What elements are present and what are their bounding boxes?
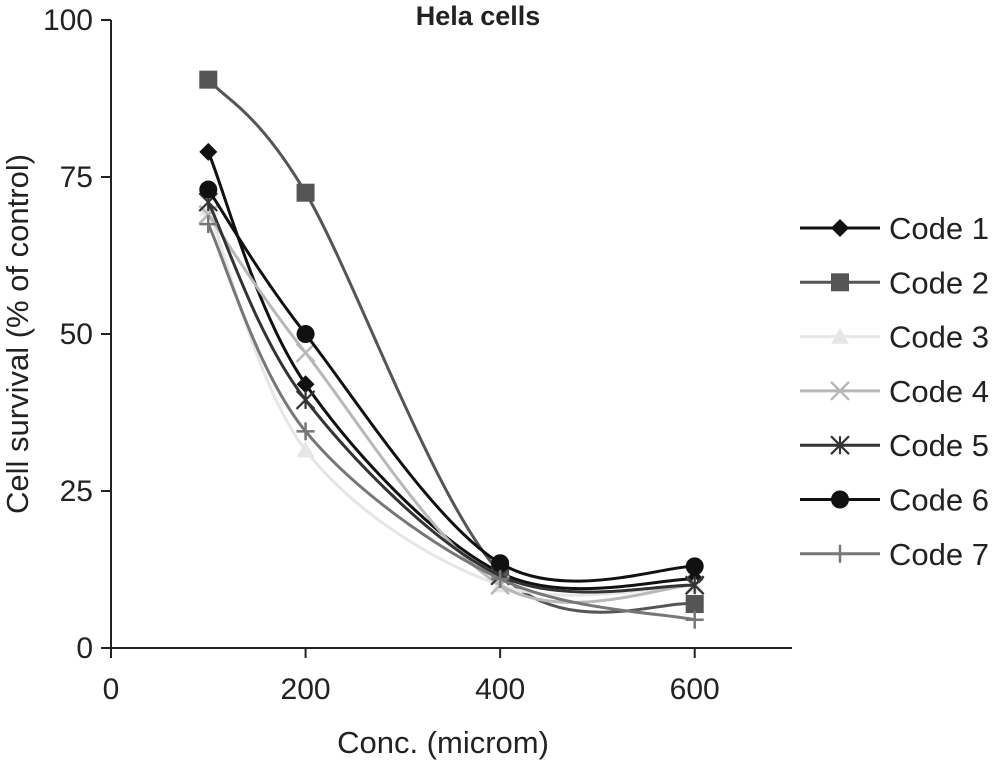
axes: 0 25 50 75 100 0 200 400 600 <box>43 4 792 706</box>
legend-item-code-4: Code 4 <box>800 374 989 409</box>
data-point <box>685 610 704 629</box>
legend-label: Code 1 <box>889 211 989 246</box>
y-tick-label: 75 <box>60 161 93 194</box>
series-code-6 <box>199 180 704 583</box>
data-point <box>296 441 315 458</box>
legend-marker <box>831 327 849 344</box>
chart-title: Hela cells <box>416 1 541 31</box>
series-layer <box>198 70 705 629</box>
legend-label: Code 7 <box>889 537 989 572</box>
data-point <box>684 575 705 595</box>
data-point <box>685 557 704 576</box>
series-line-code-1 <box>206 151 695 591</box>
data-point <box>296 325 315 343</box>
series-line-code-6 <box>207 188 695 583</box>
series-code-7 <box>199 215 704 629</box>
y-tick-label: 25 <box>60 475 93 508</box>
x-tick-label: 200 <box>281 673 331 706</box>
data-point <box>491 554 510 573</box>
series-code-4 <box>198 204 705 604</box>
data-point <box>199 142 218 161</box>
legend-marker <box>830 381 850 401</box>
legend-label: Code 3 <box>889 320 989 355</box>
data-point <box>295 390 316 410</box>
data-point <box>199 70 218 89</box>
legend-item-code-5: Code 5 <box>800 428 989 463</box>
x-tick-label: 600 <box>670 673 720 706</box>
legend-item-code-1: Code 1 <box>800 211 989 246</box>
series-code-2 <box>199 70 704 614</box>
legend-marker <box>831 544 849 563</box>
legend-label: Code 6 <box>889 483 989 518</box>
legend-item-code-3: Code 3 <box>800 320 989 355</box>
series-code-3 <box>199 199 704 597</box>
legend: Code 1 Code 2 Code 3 Code 4 Code 5 Code 6 Code… <box>800 211 989 572</box>
legend-marker <box>831 219 849 237</box>
y-tick-label: 0 <box>76 632 93 665</box>
x-tick-label: 0 <box>103 673 120 706</box>
series-line-code-3 <box>206 207 695 597</box>
series-line-code-7 <box>206 223 696 622</box>
data-point <box>295 342 316 363</box>
series-line-code-2 <box>207 78 695 614</box>
y-axis-title: Cell survival (% of control) <box>0 154 35 514</box>
y-tick-label: 50 <box>60 318 93 351</box>
x-tick-label: 400 <box>475 673 525 706</box>
series-line-code-4 <box>207 213 695 604</box>
legend-marker <box>831 273 849 292</box>
legend-marker <box>830 435 850 455</box>
legend-label: Code 2 <box>889 265 989 300</box>
legend-marker <box>831 490 849 509</box>
data-point <box>199 180 218 199</box>
legend-item-code-7: Code 7 <box>800 537 989 572</box>
data-point <box>199 215 218 234</box>
series-line-code-5 <box>206 201 695 594</box>
y-tick-label: 100 <box>43 4 93 37</box>
legend-item-code-6: Code 6 <box>800 483 989 518</box>
x-axis-title: Conc. (microm) <box>337 725 549 760</box>
legend-label: Code 4 <box>889 374 989 409</box>
legend-item-code-2: Code 2 <box>800 265 989 300</box>
data-point <box>296 375 315 394</box>
series-code-5 <box>198 192 705 595</box>
data-point <box>685 595 704 614</box>
data-point <box>296 183 315 202</box>
data-point <box>491 569 510 588</box>
data-point <box>296 422 315 441</box>
legend-label: Code 5 <box>889 428 989 463</box>
